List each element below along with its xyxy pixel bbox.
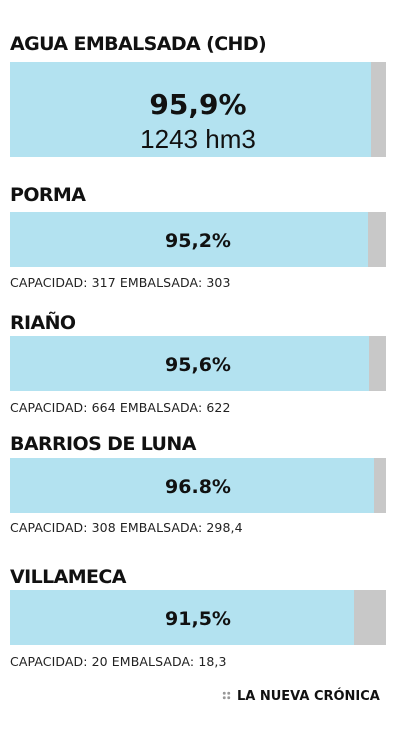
bar-fill-riano (10, 336, 370, 391)
reservoir-title-riano: RIAÑO (10, 312, 76, 334)
capacity-text-villameca: CAPACIDAD: 20 EMBALSADA: 18,3 (10, 654, 227, 669)
volume-label-chd: 1243 hm3 (140, 124, 256, 154)
bar-barrios-de-luna: 96.8% (10, 458, 386, 513)
percent-label-barrios-de-luna: 96.8% (165, 476, 231, 498)
percent-label-villameca: 91,5% (165, 608, 231, 630)
reservoir-title-villameca: VILLAMECA (10, 566, 126, 588)
capacity-text-riano: CAPACIDAD: 664 EMBALSADA: 622 (10, 400, 231, 415)
capacity-text-barrios-de-luna: CAPACIDAD: 308 EMBALSADA: 298,4 (10, 520, 243, 535)
bar-fill-porma (10, 212, 368, 267)
bar-fill-chd (10, 62, 371, 157)
percent-label-riano: 95,6% (165, 354, 231, 376)
capacity-text-porma: CAPACIDAD: 317 EMBALSADA: 303 (10, 275, 231, 290)
dots-icon (222, 691, 231, 700)
bar-fill-villameca (10, 590, 355, 645)
chart-title-chd: AGUA EMBALSADA (CHD) (10, 33, 267, 55)
bar-riano: 95,6% (10, 336, 386, 391)
source-label: LA NUEVA CRÓNICA (237, 689, 380, 704)
bar-chd: 95,9% 1243 hm3 (10, 62, 386, 157)
bar-fill-barrios-de-luna (10, 458, 374, 513)
reservoir-title-barrios-de-luna: BARRIOS DE LUNA (10, 433, 196, 455)
bar-villameca: 91,5% (10, 590, 386, 645)
source-credit: LA NUEVA CRÓNICA (222, 689, 380, 704)
bar-porma: 95,2% (10, 212, 386, 267)
percent-label-porma: 95,2% (165, 230, 231, 252)
percent-label-chd: 95,9% (149, 88, 247, 121)
reservoir-title-porma: PORMA (10, 184, 86, 206)
